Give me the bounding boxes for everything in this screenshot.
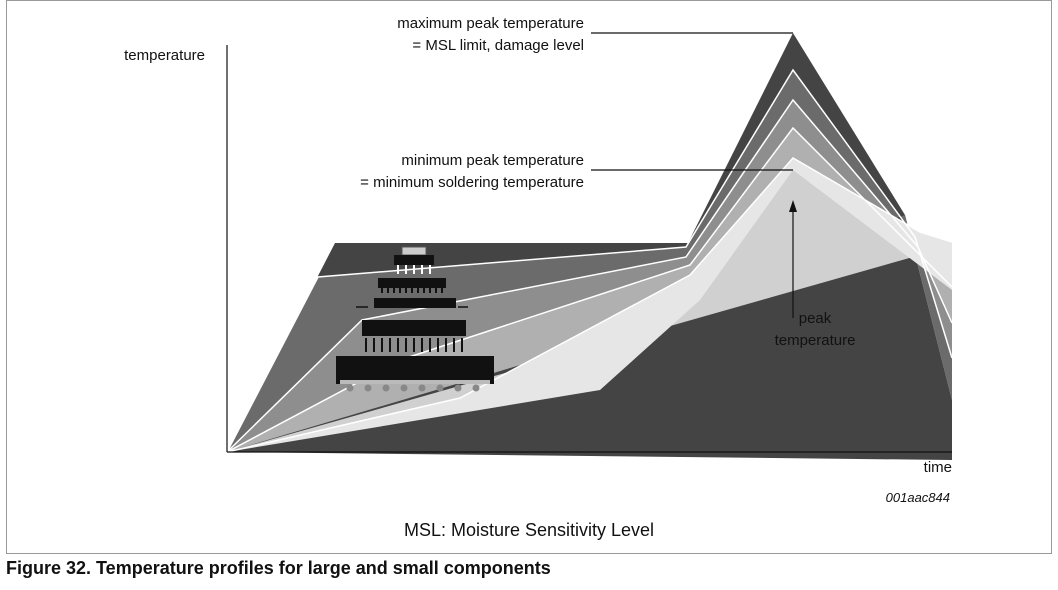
annotation: temperature: [775, 332, 856, 349]
x-axis-label: time: [924, 459, 952, 476]
annotation: = MSL limit, damage level: [412, 37, 584, 54]
figure: temperature time maximum peak temperatur…: [0, 0, 1058, 585]
y-axis-label: temperature: [124, 47, 205, 64]
figure-id: 001aac844: [886, 490, 950, 505]
annotation: maximum peak temperature: [397, 15, 584, 32]
annotation: minimum peak temperature: [401, 152, 584, 169]
annotation: peak: [799, 310, 832, 327]
annotation: = minimum soldering temperature: [360, 174, 584, 191]
caption: Figure 32. Temperature profiles for larg…: [6, 558, 551, 578]
legend-note: MSL: Moisture Sensitivity Level: [404, 520, 654, 540]
